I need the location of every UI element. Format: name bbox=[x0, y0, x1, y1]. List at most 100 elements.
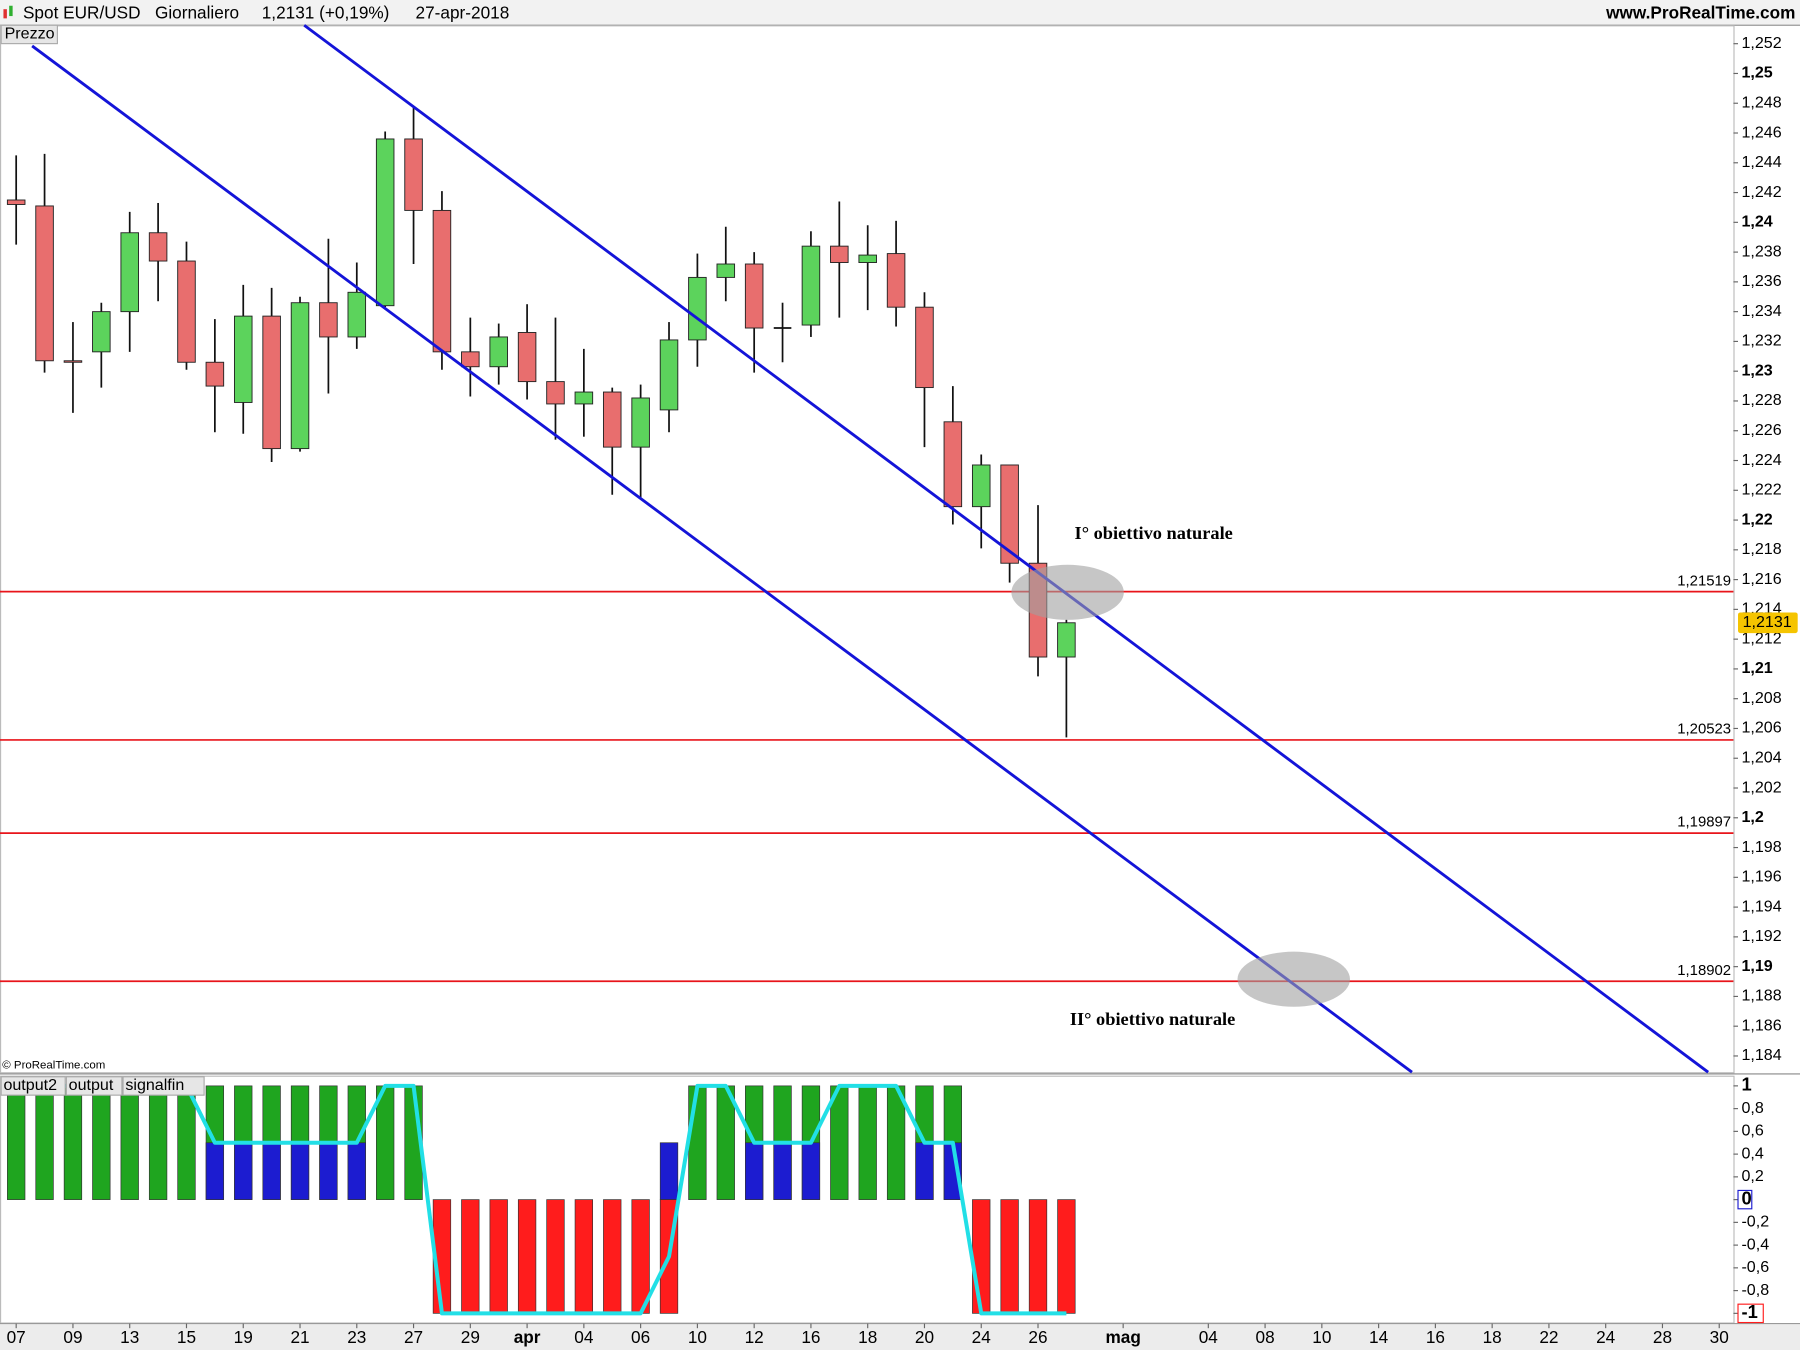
candle-body bbox=[574, 391, 594, 405]
y-tick-label: 0,4 bbox=[1741, 1144, 1763, 1162]
candle-body bbox=[858, 254, 877, 263]
legend-box bbox=[0, 1076, 66, 1096]
candle-body bbox=[801, 245, 821, 326]
y-tick-label: 1,218 bbox=[1741, 540, 1781, 558]
candle-body bbox=[688, 276, 707, 341]
indicator-bar bbox=[603, 1199, 622, 1314]
date: 27-apr-2018 bbox=[416, 2, 510, 22]
candle-body bbox=[943, 421, 963, 508]
x-tick-label: 28 bbox=[1653, 1327, 1672, 1347]
x-tick-label: 12 bbox=[745, 1327, 764, 1347]
indicator-bar bbox=[489, 1199, 508, 1314]
candle-body bbox=[546, 381, 565, 405]
target-ellipse bbox=[1011, 564, 1124, 620]
legend-box bbox=[122, 1076, 205, 1096]
x-tick-label: 30 bbox=[1710, 1327, 1729, 1347]
y-tick-label: 1,198 bbox=[1741, 838, 1781, 856]
y-tick-label: 1,238 bbox=[1741, 242, 1781, 260]
x-tick-label: 24 bbox=[972, 1327, 992, 1347]
x-tick-label: 15 bbox=[177, 1327, 196, 1347]
y-tick-label: 1,21 bbox=[1741, 659, 1772, 677]
x-tick-label: 10 bbox=[688, 1327, 707, 1347]
indicator-bar bbox=[659, 1142, 679, 1200]
indicator-bar bbox=[858, 1085, 877, 1200]
y-tick-label: 0,6 bbox=[1741, 1122, 1763, 1140]
y-tick-label: 1,2 bbox=[1741, 808, 1763, 826]
y-tick-label: 1,226 bbox=[1741, 421, 1781, 439]
y-tick-label: 1,212 bbox=[1741, 629, 1781, 647]
x-tick-label: 13 bbox=[120, 1327, 139, 1347]
x-tick-label: 19 bbox=[234, 1327, 253, 1347]
panel-label-box bbox=[0, 24, 58, 45]
indicator-bar bbox=[688, 1085, 707, 1200]
x-tick-label: 04 bbox=[1199, 1327, 1219, 1347]
candle-body bbox=[602, 391, 622, 448]
y-tick-label: 1,202 bbox=[1741, 778, 1781, 796]
y-tick-label: 1,184 bbox=[1741, 1046, 1781, 1064]
indicator-bar bbox=[517, 1199, 537, 1314]
x-tick-label: 23 bbox=[347, 1327, 366, 1347]
legend-entry: output bbox=[69, 1076, 114, 1094]
header-icon bbox=[3, 5, 13, 19]
x-tick-label: 21 bbox=[290, 1327, 309, 1347]
x-tick-label: apr bbox=[514, 1327, 541, 1347]
candle-body bbox=[347, 291, 367, 338]
x-tick-label: 16 bbox=[801, 1327, 820, 1347]
y-tick-label: 0,2 bbox=[1741, 1167, 1763, 1185]
x-tick-label: 10 bbox=[1312, 1327, 1331, 1347]
header-bar bbox=[0, 0, 1800, 26]
target-ellipse bbox=[1237, 951, 1350, 1007]
last-change: 1,2131 (+0,19%) bbox=[262, 2, 390, 22]
indicator-bar bbox=[262, 1142, 281, 1200]
x-tick-label: 22 bbox=[1539, 1327, 1558, 1347]
indicator-bar bbox=[234, 1142, 253, 1200]
indicator-bar bbox=[716, 1085, 735, 1200]
x-tick-label: 09 bbox=[63, 1327, 82, 1347]
y-tick-label: 1,25 bbox=[1741, 64, 1772, 82]
candle-body bbox=[319, 302, 338, 338]
candle-body bbox=[744, 263, 764, 329]
y-tick-label: 1,252 bbox=[1741, 34, 1781, 52]
x-tick-label: 24 bbox=[1596, 1327, 1616, 1347]
candle-body bbox=[1000, 464, 1019, 564]
annotation: I° obiettivo naturale bbox=[1075, 523, 1233, 543]
indicator-bar bbox=[319, 1142, 338, 1200]
candle-body bbox=[631, 397, 650, 448]
candle-body bbox=[432, 209, 452, 353]
indicator-bar bbox=[1000, 1199, 1019, 1314]
indicator-bar bbox=[801, 1142, 821, 1200]
indicator-bar bbox=[290, 1142, 310, 1200]
indicator-bar bbox=[205, 1142, 225, 1200]
indicator-bar bbox=[745, 1142, 764, 1200]
x-tick-label: 14 bbox=[1369, 1327, 1389, 1347]
candle-body bbox=[489, 336, 508, 368]
x-tick-label: 07 bbox=[7, 1327, 26, 1347]
candle-body bbox=[233, 315, 253, 403]
level-label: 1,18902 bbox=[1677, 962, 1731, 979]
y-tick-label: 1,196 bbox=[1741, 868, 1781, 886]
x-tick-label: 08 bbox=[1256, 1327, 1275, 1347]
x-axis-bar bbox=[0, 1323, 1800, 1350]
y-tick-label: 1,186 bbox=[1741, 1016, 1781, 1034]
candle-body bbox=[290, 302, 310, 450]
y-tick-label: 1,192 bbox=[1741, 927, 1781, 945]
trend-line bbox=[303, 24, 1710, 1074]
y-tick-label: 1,22 bbox=[1741, 510, 1772, 528]
y-tick-label: 1,194 bbox=[1741, 897, 1781, 915]
candle-body bbox=[177, 260, 196, 363]
y-tick-label: 0 bbox=[1741, 1187, 1751, 1208]
y-tick-label: -0,6 bbox=[1741, 1258, 1769, 1276]
candle-body bbox=[461, 351, 480, 368]
candle-body bbox=[830, 245, 849, 263]
y-tick-label: 1,24 bbox=[1741, 213, 1772, 231]
timeframe: Giornaliero bbox=[155, 2, 239, 22]
candle-body bbox=[92, 311, 111, 353]
copyright: © ProRealTime.com bbox=[2, 1059, 105, 1071]
site: www.ProRealTime.com bbox=[1605, 2, 1795, 22]
x-tick-label: 06 bbox=[631, 1327, 650, 1347]
level-label: 1,20523 bbox=[1677, 721, 1731, 738]
y-tick-label: 1,236 bbox=[1741, 272, 1781, 290]
y-tick-label: -0,2 bbox=[1741, 1213, 1769, 1231]
indicator-bar bbox=[1028, 1199, 1048, 1314]
